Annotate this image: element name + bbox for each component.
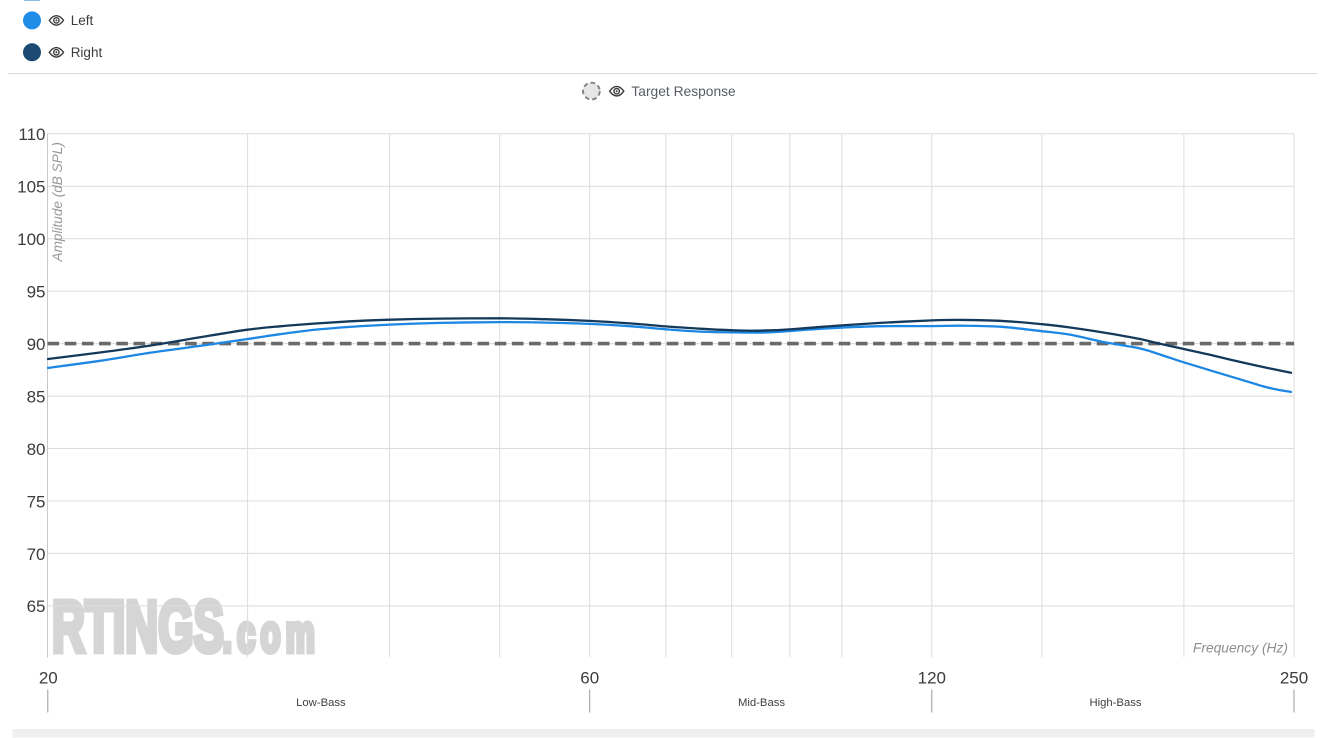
svg-text:60: 60 [580,669,599,688]
svg-text:20: 20 [39,669,58,688]
svg-text:Target Response: Target Response [631,84,736,99]
svg-text:110: 110 [18,125,45,144]
svg-text:Low-Bass: Low-Bass [296,697,346,709]
svg-text:Amplitude (dB SPL): Amplitude (dB SPL) [50,142,65,262]
svg-text:.com: .com [223,606,315,663]
svg-text:90: 90 [27,335,46,354]
svg-text:70: 70 [27,545,46,564]
svg-text:250: 250 [1280,669,1308,688]
svg-text:85: 85 [27,387,46,406]
svg-text:Frequency (Hz): Frequency (Hz) [1193,641,1288,656]
svg-text:80: 80 [27,440,46,459]
svg-text:95: 95 [27,283,46,302]
svg-text:Left: Left [71,13,94,28]
svg-text:100: 100 [17,230,45,249]
svg-text:Right: Right [71,45,103,60]
svg-text:High-Bass: High-Bass [1089,697,1141,709]
svg-text:Mid-Bass: Mid-Bass [738,697,785,709]
svg-text:75: 75 [27,492,46,511]
svg-text:RTINGS: RTINGS [52,586,224,667]
svg-text:105: 105 [17,178,45,197]
svg-text:120: 120 [918,669,946,688]
svg-text:65: 65 [27,597,46,616]
